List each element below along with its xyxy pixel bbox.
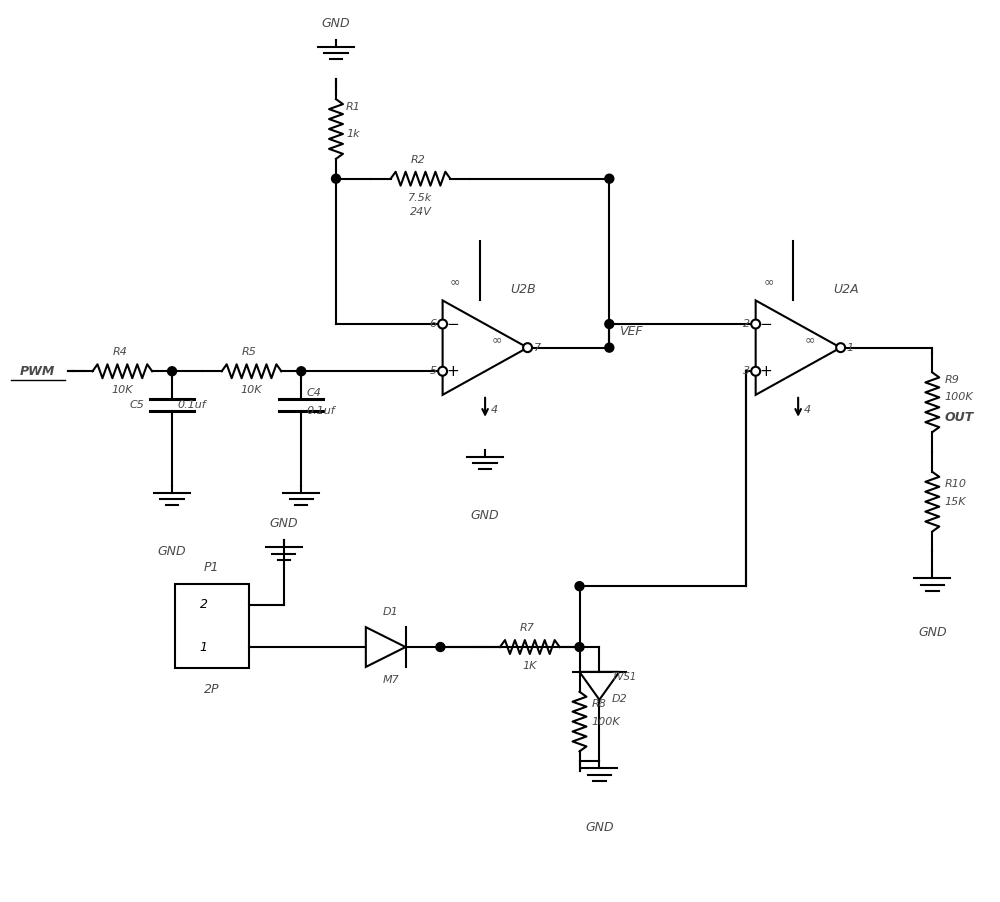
Text: U2A: U2A [833, 282, 859, 296]
Text: 1k: 1k [346, 129, 360, 139]
Text: 100K: 100K [591, 716, 620, 727]
Text: VEF: VEF [619, 325, 643, 337]
Text: −: − [759, 317, 772, 332]
Text: 3: 3 [743, 366, 750, 376]
Text: 6: 6 [430, 319, 437, 329]
Text: 0.1uf: 0.1uf [306, 406, 335, 416]
Text: 10K: 10K [112, 385, 133, 395]
Text: R1: R1 [346, 102, 361, 112]
Text: ∞: ∞ [763, 275, 774, 289]
Text: OUT: OUT [944, 410, 973, 424]
Text: 1: 1 [847, 343, 854, 353]
Text: 7: 7 [534, 343, 541, 353]
Circle shape [168, 367, 177, 376]
Circle shape [332, 174, 340, 183]
Text: GND: GND [270, 517, 298, 530]
Text: TVS1: TVS1 [611, 672, 636, 682]
Text: 7.5k: 7.5k [408, 193, 433, 203]
Text: 2: 2 [743, 319, 750, 329]
Text: D1: D1 [383, 607, 399, 617]
Circle shape [438, 367, 447, 376]
Circle shape [297, 367, 306, 376]
Text: 2: 2 [200, 598, 208, 612]
Text: 100K: 100K [944, 392, 973, 402]
Text: 4: 4 [491, 405, 498, 415]
Text: C4: C4 [306, 388, 321, 398]
Text: R5: R5 [242, 347, 256, 357]
Text: 1: 1 [200, 640, 208, 654]
Circle shape [836, 343, 845, 352]
Text: U2B: U2B [510, 282, 536, 296]
Text: R10: R10 [944, 479, 966, 489]
Circle shape [436, 642, 445, 651]
Text: R2: R2 [411, 155, 425, 165]
Text: 15K: 15K [944, 497, 966, 507]
Text: 24V: 24V [410, 207, 431, 216]
Text: ∞: ∞ [450, 275, 460, 289]
Circle shape [523, 343, 532, 352]
Text: GND: GND [585, 821, 614, 834]
Text: 4: 4 [804, 405, 811, 415]
Text: 0.1uf: 0.1uf [177, 400, 206, 410]
Text: 5: 5 [430, 366, 437, 376]
Circle shape [438, 319, 447, 328]
Text: R4: R4 [112, 347, 127, 357]
Text: GND: GND [471, 509, 499, 522]
Text: 1K: 1K [523, 661, 537, 671]
Bar [175, 584, 249, 668]
Text: P1: P1 [204, 561, 220, 574]
Text: ∞: ∞ [492, 333, 502, 346]
Circle shape [605, 174, 614, 183]
Circle shape [751, 367, 760, 376]
Circle shape [575, 582, 584, 591]
Text: R9: R9 [944, 375, 959, 385]
Circle shape [751, 319, 760, 328]
Circle shape [575, 642, 584, 651]
Text: D2: D2 [611, 694, 627, 704]
Text: −: − [446, 317, 459, 332]
Text: 10K: 10K [241, 385, 262, 395]
Text: GND: GND [158, 545, 186, 558]
Text: +: + [446, 364, 459, 379]
Text: +: + [759, 364, 772, 379]
Text: ∞: ∞ [805, 333, 815, 346]
Text: M7: M7 [382, 675, 399, 685]
Text: PWM: PWM [20, 364, 56, 378]
Text: GND: GND [322, 16, 350, 30]
Circle shape [605, 319, 614, 328]
Text: GND: GND [918, 626, 947, 639]
Text: C5: C5 [129, 400, 144, 410]
Text: R8: R8 [591, 699, 606, 709]
Text: 2P: 2P [204, 683, 220, 696]
Circle shape [605, 343, 614, 352]
Text: R7: R7 [520, 623, 535, 633]
